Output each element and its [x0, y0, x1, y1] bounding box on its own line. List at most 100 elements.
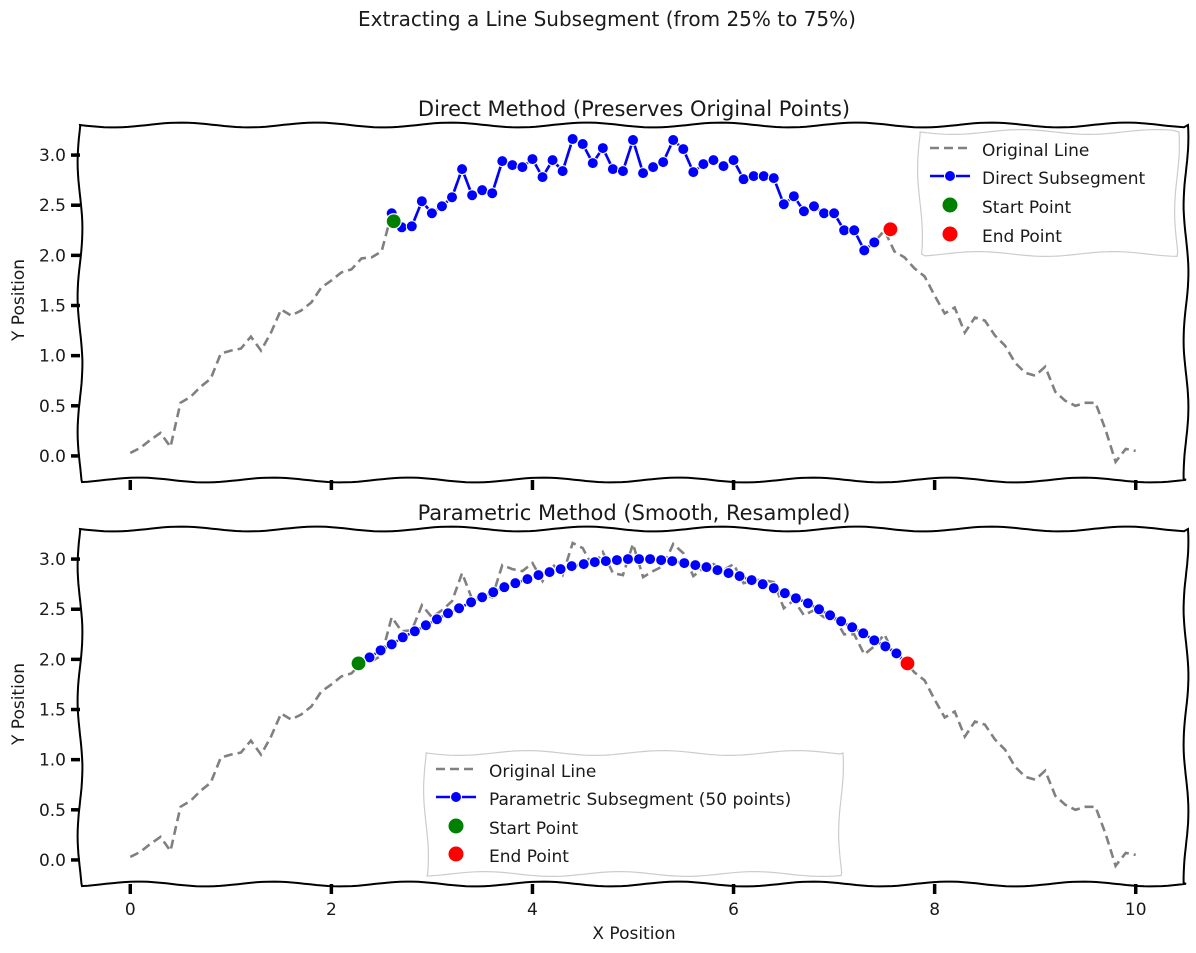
subsegment-point: [586, 157, 599, 170]
y-tick-label: 2.0: [39, 246, 66, 266]
subsegment-point: [868, 236, 881, 249]
plot-area-parametric: 0.0 0.5 1.0 1.5 2.0 2.5 3.0 0 2 4 6 8 10: [39, 525, 1190, 920]
subsegment-point: [857, 627, 870, 640]
subsegment-point: [644, 553, 657, 566]
x-axis-label: X Position: [592, 924, 675, 944]
subsegment-point: [536, 171, 549, 184]
subsegment-point: [425, 207, 438, 220]
subsegment-point: [848, 224, 861, 237]
subsegment-point: [767, 172, 780, 185]
subsegment-point: [363, 651, 376, 664]
y-tick-label: 3.0: [39, 550, 66, 570]
subsegment-point: [566, 133, 579, 146]
chart-title-direct: Direct Method (Preserves Original Points…: [418, 97, 850, 121]
subsegment-point: [633, 553, 646, 566]
subsegment-point: [516, 161, 529, 174]
end-point: [882, 221, 899, 238]
legend-handle-start: [942, 197, 958, 213]
legend-label-end: End Point: [982, 227, 1062, 247]
subsegment-point: [543, 566, 556, 579]
subsegment-point: [506, 159, 519, 172]
subsegment-point: [637, 167, 650, 180]
plot-frame: [76, 525, 1190, 888]
legend-direct: Original Line Direct Subsegment Start Po…: [916, 128, 1181, 258]
y-tick-label: 2.5: [39, 600, 66, 620]
legend-label-start: Start Point: [982, 198, 1071, 218]
y-tick-label: 3.0: [39, 146, 66, 166]
subsegment-point: [621, 553, 634, 566]
x-tick-label: 8: [929, 900, 940, 920]
subsegment-point: [868, 634, 881, 647]
legend-label-original: Original Line: [982, 141, 1089, 161]
subsegment-point: [807, 200, 820, 213]
y-tick-label: 2.5: [39, 196, 66, 216]
subsegment-point: [408, 625, 421, 638]
legend-label-end: End Point: [489, 847, 569, 867]
subsegment-point: [576, 138, 589, 151]
y-axis-label-parametric: Y Position: [9, 663, 29, 746]
subsegment-point: [767, 582, 780, 595]
subsegment-point: [430, 613, 443, 626]
subsegment-point: [677, 143, 690, 156]
subsegment-point: [858, 244, 871, 257]
chart-panel-parametric: Parametric Method (Smooth, Resampled) Y …: [9, 501, 1190, 944]
subsegment-point: [711, 564, 724, 577]
subsegment-point: [610, 554, 623, 567]
subsegment-point: [599, 555, 612, 568]
legend-handle-end: [448, 846, 464, 862]
subsegment-point: [835, 615, 848, 628]
subsegment-point: [722, 567, 735, 580]
original-line: [129, 539, 1136, 869]
subsegment-point: [616, 165, 629, 178]
subsegment-point: [666, 555, 679, 568]
subsegment-point: [415, 195, 428, 208]
subsegment-point: [606, 163, 619, 176]
subsegment-point: [509, 577, 522, 590]
legend-frame: [422, 749, 845, 878]
subsegment-point: [546, 154, 559, 167]
subsegment-point: [838, 224, 851, 237]
y-tick-label: 0.5: [39, 801, 66, 821]
subsegment-point: [496, 155, 509, 168]
subsegment-point: [588, 556, 601, 569]
subsegment-point: [737, 173, 750, 186]
subsegment-point: [465, 596, 478, 609]
subsegment-point: [789, 592, 802, 605]
subsegment-point: [667, 134, 680, 147]
subsegment-point: [441, 607, 454, 620]
legend-handle-end: [942, 226, 958, 242]
subsegment-point: [476, 591, 489, 604]
y-tick-label: 1.5: [39, 701, 66, 721]
subsegment-point: [747, 170, 760, 183]
plot-area-direct: 0.0 0.5 1.0 1.5 2.0 2.5 3.0: [39, 121, 1190, 490]
legend-label-subsegment: Direct Subsegment: [982, 169, 1146, 189]
subsegment-point: [596, 142, 609, 155]
subsegment-point: [521, 573, 534, 586]
subsegment-point: [532, 569, 545, 582]
chart-panel-direct: Direct Method (Preserves Original Points…: [9, 97, 1190, 490]
subsegment-point: [846, 621, 859, 634]
subsegment-point: [818, 207, 831, 220]
subsegment-point: [565, 560, 578, 573]
subsegment-point: [778, 587, 791, 600]
subsegment-point: [678, 557, 691, 570]
subsegment-point: [577, 558, 590, 571]
subsegment-point: [757, 170, 770, 183]
subsegment-point: [556, 165, 569, 178]
legend-label-original: Original Line: [489, 762, 596, 782]
y-tick-label: 1.0: [39, 347, 66, 367]
subsegment-point: [689, 559, 702, 572]
figure-suptitle: Extracting a Line Subsegment (from 25% t…: [358, 7, 856, 31]
subsegment-point: [813, 603, 826, 616]
subsegment-point: [476, 184, 489, 197]
subsegment-point: [456, 163, 469, 176]
subsegment-point: [486, 187, 499, 200]
subsegment-point: [756, 578, 769, 591]
subsegment-point: [824, 609, 837, 622]
subsegment-point: [446, 191, 459, 204]
subsegment-point: [828, 207, 841, 220]
subsegment-point: [435, 200, 448, 213]
subsegment-point: [879, 640, 892, 653]
x-tick-label: 0: [125, 900, 136, 920]
